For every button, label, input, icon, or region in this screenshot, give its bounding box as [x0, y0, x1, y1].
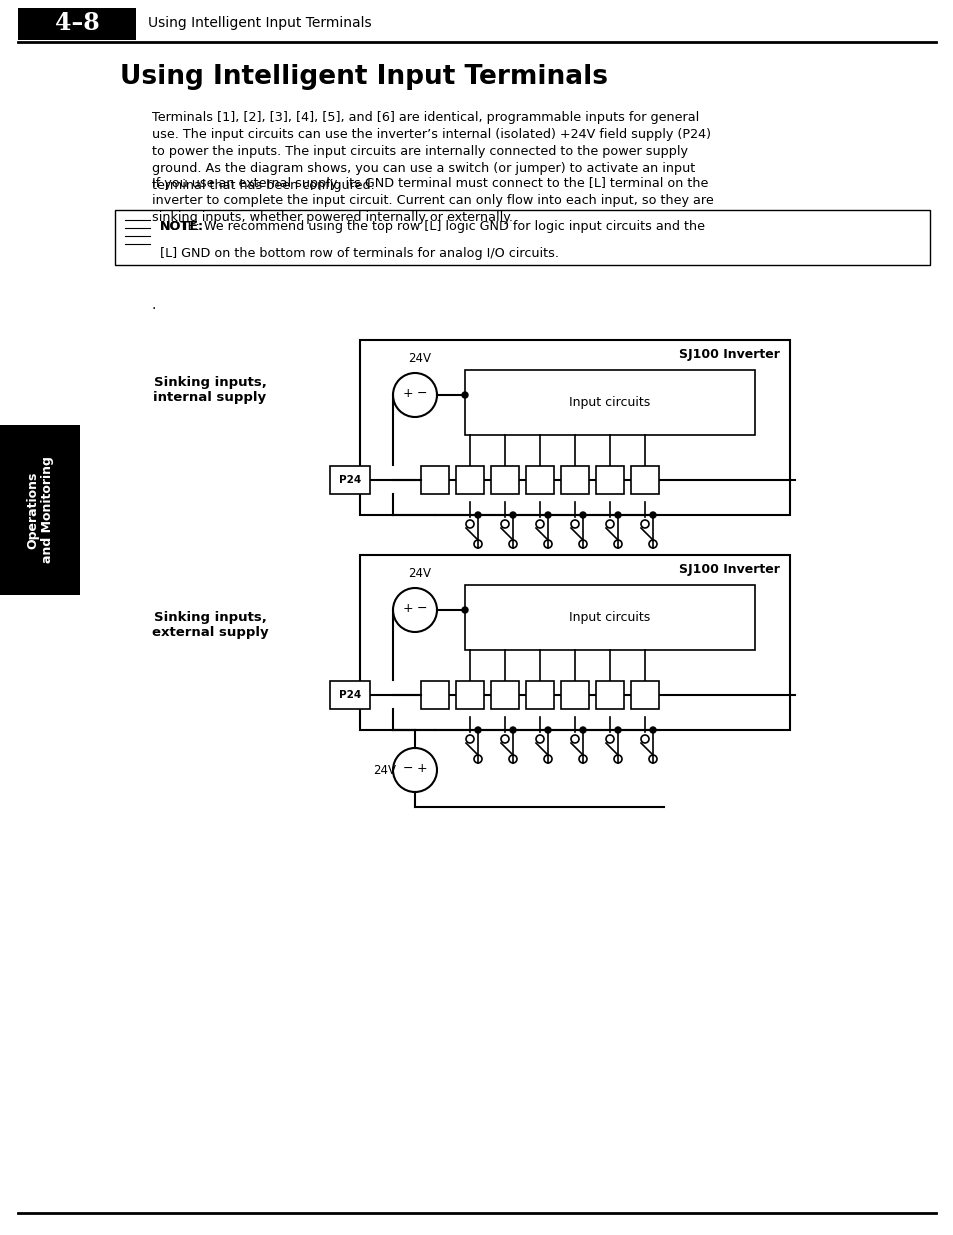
Circle shape — [510, 727, 516, 734]
Text: .: . — [152, 298, 156, 312]
FancyBboxPatch shape — [630, 466, 659, 494]
Text: SJ100 Inverter: SJ100 Inverter — [679, 562, 780, 576]
Text: 1: 1 — [640, 475, 648, 485]
Text: 2: 2 — [605, 475, 613, 485]
FancyBboxPatch shape — [420, 680, 449, 709]
Text: 6: 6 — [466, 690, 474, 700]
Text: 4: 4 — [536, 690, 543, 700]
Text: 4–8: 4–8 — [54, 11, 99, 35]
Circle shape — [544, 513, 551, 517]
Text: Using Intelligent Input Terminals: Using Intelligent Input Terminals — [148, 16, 372, 30]
FancyBboxPatch shape — [525, 466, 554, 494]
FancyBboxPatch shape — [330, 680, 370, 709]
Text: 24V: 24V — [374, 763, 396, 777]
FancyBboxPatch shape — [359, 340, 789, 515]
Text: If you use an external supply, its GND terminal must connect to the [L] terminal: If you use an external supply, its GND t… — [152, 177, 708, 189]
Text: Input circuits: Input circuits — [569, 396, 650, 409]
Text: terminal that has been configured.: terminal that has been configured. — [152, 179, 375, 191]
Text: −: − — [416, 601, 427, 615]
Circle shape — [579, 513, 585, 517]
Text: NOTE: We recommend using the top row [L] logic GND for logic input circuits and : NOTE: We recommend using the top row [L]… — [160, 220, 704, 232]
Text: NOTE:: NOTE: — [160, 220, 204, 232]
Text: 6: 6 — [466, 475, 474, 485]
FancyBboxPatch shape — [464, 370, 754, 435]
Text: 24V: 24V — [408, 352, 431, 366]
Circle shape — [544, 727, 551, 734]
Text: Sinking inputs,
external supply: Sinking inputs, external supply — [152, 611, 268, 638]
FancyBboxPatch shape — [596, 466, 623, 494]
Text: inverter to complete the input circuit. Current can only flow into each input, s: inverter to complete the input circuit. … — [152, 194, 713, 206]
Circle shape — [475, 513, 480, 517]
Circle shape — [579, 727, 585, 734]
Text: +: + — [402, 387, 413, 399]
Text: Using Intelligent Input Terminals: Using Intelligent Input Terminals — [120, 64, 607, 90]
FancyBboxPatch shape — [491, 680, 518, 709]
Text: 2: 2 — [605, 690, 613, 700]
FancyBboxPatch shape — [18, 7, 136, 40]
Circle shape — [461, 606, 468, 613]
Text: [L] GND on the bottom row of terminals for analog I/O circuits.: [L] GND on the bottom row of terminals f… — [160, 247, 558, 259]
FancyBboxPatch shape — [456, 680, 483, 709]
Text: P24: P24 — [338, 475, 361, 485]
Text: SJ100 Inverter: SJ100 Inverter — [679, 347, 780, 361]
Text: L: L — [431, 690, 438, 700]
FancyBboxPatch shape — [123, 214, 152, 246]
Text: L: L — [431, 475, 438, 485]
Circle shape — [475, 727, 480, 734]
Text: 5: 5 — [500, 690, 508, 700]
FancyBboxPatch shape — [359, 555, 789, 730]
Text: Terminals [1], [2], [3], [4], [5], and [6] are identical, programmable inputs fo: Terminals [1], [2], [3], [4], [5], and [… — [152, 110, 699, 124]
Circle shape — [510, 513, 516, 517]
Text: 3: 3 — [571, 690, 578, 700]
FancyBboxPatch shape — [596, 680, 623, 709]
FancyBboxPatch shape — [456, 466, 483, 494]
Circle shape — [649, 727, 656, 734]
Text: +: + — [402, 601, 413, 615]
Text: Operations
and Monitoring: Operations and Monitoring — [26, 457, 54, 563]
Circle shape — [461, 391, 468, 398]
FancyBboxPatch shape — [0, 425, 80, 595]
Circle shape — [649, 513, 656, 517]
Text: −: − — [402, 762, 413, 774]
Text: 5: 5 — [500, 475, 508, 485]
FancyBboxPatch shape — [491, 466, 518, 494]
Text: use. The input circuits can use the inverter’s internal (isolated) +24V field su: use. The input circuits can use the inve… — [152, 127, 710, 141]
Text: P24: P24 — [338, 690, 361, 700]
Text: 3: 3 — [571, 475, 578, 485]
FancyBboxPatch shape — [330, 466, 370, 494]
FancyBboxPatch shape — [464, 585, 754, 650]
Text: +: + — [416, 762, 427, 774]
Text: 1: 1 — [640, 690, 648, 700]
Text: −: − — [416, 387, 427, 399]
Text: 24V: 24V — [408, 567, 431, 580]
Text: ground. As the diagram shows, you can use a switch (or jumper) to activate an in: ground. As the diagram shows, you can us… — [152, 162, 695, 174]
FancyBboxPatch shape — [420, 466, 449, 494]
Text: sinking inputs, whether powered internally or externally.: sinking inputs, whether powered internal… — [152, 210, 513, 224]
Text: Sinking inputs,
internal supply: Sinking inputs, internal supply — [153, 375, 266, 404]
FancyBboxPatch shape — [630, 680, 659, 709]
Text: to power the inputs. The input circuits are internally connected to the power su: to power the inputs. The input circuits … — [152, 144, 687, 158]
FancyBboxPatch shape — [525, 680, 554, 709]
Circle shape — [615, 727, 620, 734]
Text: 4: 4 — [536, 475, 543, 485]
FancyBboxPatch shape — [560, 466, 588, 494]
FancyBboxPatch shape — [560, 680, 588, 709]
FancyBboxPatch shape — [115, 210, 929, 266]
Text: Input circuits: Input circuits — [569, 611, 650, 624]
Circle shape — [615, 513, 620, 517]
